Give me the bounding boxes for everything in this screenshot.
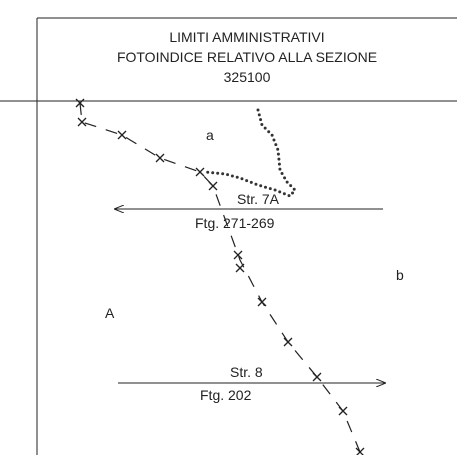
cross-mark	[283, 337, 293, 347]
header-line: 325100	[224, 69, 271, 85]
cross-mark	[195, 167, 205, 177]
cross-mark	[338, 406, 348, 416]
cross-mark	[235, 263, 245, 273]
cross-mark	[208, 181, 218, 191]
area-label: A	[105, 305, 115, 321]
sheet-label: Ftg. 271-269	[195, 215, 275, 231]
frame	[0, 17, 457, 455]
dotted-boundary	[203, 108, 298, 198]
boundary-line	[79, 102, 361, 453]
cross-mark	[233, 250, 243, 260]
cross-mark	[77, 117, 87, 127]
area-label: b	[396, 267, 404, 283]
cross-mark	[75, 98, 85, 108]
street-name: Str. 7A	[237, 191, 280, 207]
cross-mark	[312, 372, 322, 382]
header-line: FOTOINDICE RELATIVO ALLA SEZIONE	[117, 49, 377, 65]
cross-mark	[117, 130, 127, 140]
cross-mark	[257, 297, 267, 307]
cross-mark	[155, 153, 165, 163]
street-name: Str. 8	[230, 364, 263, 380]
sheet-label: Ftg. 202	[200, 387, 252, 403]
area-label: a	[206, 127, 214, 143]
header-line: LIMITI AMMINISTRATIVI	[169, 29, 324, 45]
